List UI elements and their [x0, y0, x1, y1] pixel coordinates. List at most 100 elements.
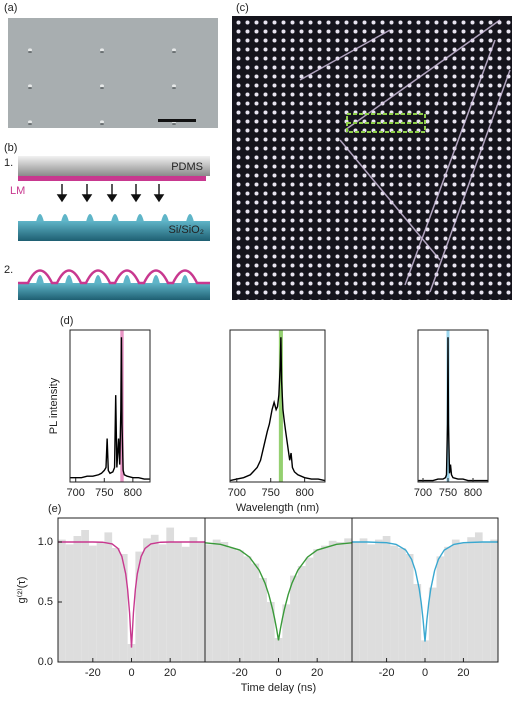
y-tick-label: 0.0: [38, 656, 53, 668]
histogram-bar: [328, 540, 337, 662]
histogram-bar: [297, 566, 306, 662]
histogram-bar: [228, 548, 236, 662]
substrate: [18, 283, 210, 300]
x-tick-label: 20: [164, 667, 176, 679]
histogram-bar: [459, 543, 468, 662]
x-tick-label: 0: [275, 667, 281, 679]
panel-label: (e): [48, 503, 61, 515]
histogram-bar: [321, 545, 329, 662]
histogram-bar: [266, 602, 275, 662]
plot-area: [418, 330, 488, 482]
x-tick-label: 800: [124, 487, 142, 499]
x-tick-label: 750: [262, 487, 280, 499]
plot-area: [352, 532, 498, 662]
histogram-bar: [444, 546, 452, 662]
panel-label: (a): [4, 2, 17, 14]
x-tick-label: 0: [422, 667, 428, 679]
lm-label: LM: [10, 185, 25, 197]
histogram-bar: [189, 537, 198, 662]
data-line: [418, 337, 488, 482]
histogram-bar: [181, 546, 190, 662]
step-label: 2.: [4, 264, 13, 276]
histogram-bar: [290, 575, 298, 662]
histogram-bar: [367, 544, 376, 662]
plot-area: [70, 330, 150, 482]
histogram-bar: [428, 587, 437, 662]
histogram-bar: [158, 544, 167, 662]
sem-image: [8, 18, 218, 128]
histogram-bar: [150, 534, 159, 662]
lm-wrap: [18, 269, 210, 285]
histogram-bar: [135, 551, 144, 662]
histogram-bar: [382, 536, 391, 662]
data-line: [230, 337, 325, 482]
histogram-bar: [413, 584, 422, 662]
panel-label: (b): [4, 142, 17, 154]
nanopillars: [36, 275, 189, 284]
y-tick-label: 1.0: [38, 536, 53, 548]
histogram-bar: [282, 604, 291, 662]
axes-frame: [417, 329, 489, 483]
y-axis-label: g⁽²⁾(τ): [16, 577, 28, 604]
lm-layer: [18, 176, 206, 181]
x-tick-label: 20: [457, 667, 469, 679]
histogram-bar: [235, 550, 244, 662]
histogram-bar: [474, 532, 483, 662]
histogram-bar: [421, 640, 429, 662]
histogram-bar: [88, 545, 97, 662]
x-tick-label: -20: [379, 667, 395, 679]
histogram-bar: [467, 537, 475, 662]
x-tick-label: 800: [295, 487, 313, 499]
x-tick-label: 0: [128, 667, 134, 679]
y-axis-label: PL intensity: [48, 377, 60, 434]
scale-bar: [158, 119, 196, 122]
histogram-bar: [58, 539, 66, 662]
nanopillars: [36, 214, 194, 222]
data-line: [58, 541, 205, 648]
x-tick-label: -20: [232, 667, 248, 679]
x-axis-label: Time delay (ns): [241, 682, 316, 694]
x-tick-label: 700: [414, 487, 432, 499]
x-tick-label: 700: [228, 487, 246, 499]
histogram-bar: [398, 548, 406, 662]
pdms-label: PDMS: [171, 161, 203, 173]
histogram-bar: [119, 554, 128, 662]
plot-area: [58, 527, 205, 662]
histogram-bar: [482, 542, 491, 662]
data-line: [352, 541, 498, 642]
histogram-bar: [390, 545, 399, 662]
x-tick-label: 750: [95, 487, 113, 499]
step-label: 1.: [4, 157, 13, 169]
histogram-bar: [112, 548, 120, 662]
x-tick-label: 750: [439, 487, 457, 499]
x-tick-label: -20: [85, 667, 101, 679]
pdms-stamp: [18, 156, 210, 176]
histogram-bar: [174, 542, 182, 662]
histogram-bar: [127, 644, 136, 662]
histogram-bar: [81, 530, 89, 662]
histogram-bar: [352, 542, 360, 662]
histogram-bar: [375, 539, 383, 662]
histogram-bar: [65, 544, 74, 662]
histogram-bar: [166, 527, 175, 662]
data-line: [205, 542, 352, 641]
histogram-bar: [243, 556, 252, 662]
optical-image: [232, 16, 512, 300]
histogram-bar: [104, 532, 113, 662]
histogram-bar: [359, 538, 368, 662]
histogram-bar: [451, 539, 460, 662]
axes-frame: [229, 329, 326, 483]
histogram-bar: [143, 538, 151, 662]
panel-label: (c): [236, 2, 249, 14]
histogram-bar: [313, 549, 322, 662]
histogram-bar: [251, 563, 260, 662]
highlight-band: [278, 330, 283, 482]
x-tick-label: 700: [67, 487, 85, 499]
histogram-bar: [436, 556, 445, 662]
plot-area: [230, 330, 325, 482]
histogram-bar: [336, 542, 345, 662]
histogram-bar: [490, 539, 498, 662]
x-axis-label: Wavelength (nm): [236, 502, 319, 514]
y-tick-label: 0.5: [38, 596, 53, 608]
